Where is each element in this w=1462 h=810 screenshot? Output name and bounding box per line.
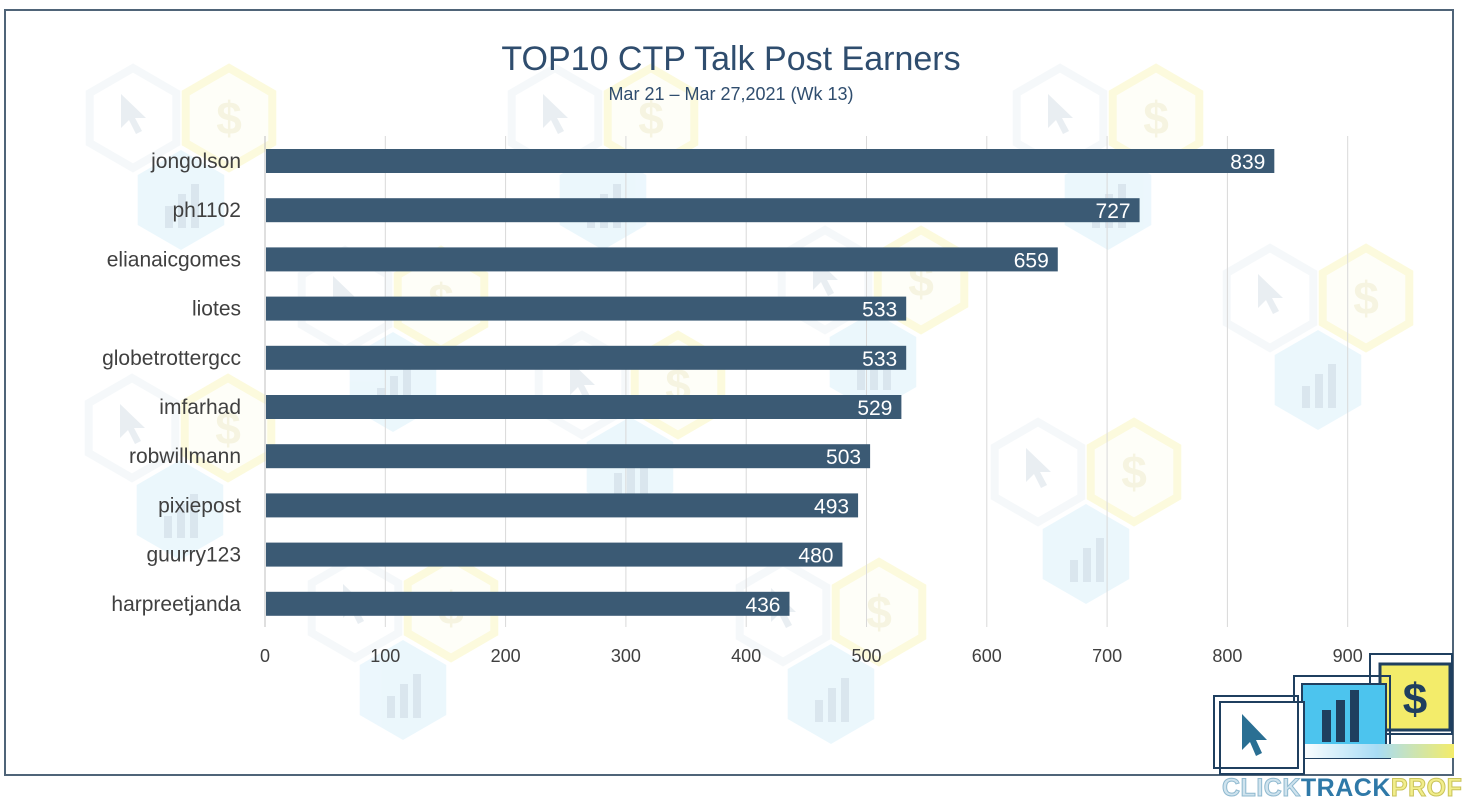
data-label: 727 <box>1096 200 1131 223</box>
data-label: 493 <box>814 495 849 518</box>
x-tick-label: 900 <box>1333 646 1363 666</box>
background-hexagon: $ <box>831 557 927 667</box>
category-label: elianaicgomes <box>107 248 241 271</box>
background-hexagon <box>84 373 180 483</box>
category-label: imfarhad <box>159 396 241 419</box>
background-hexagon: $ <box>180 373 276 483</box>
svg-text:$: $ <box>1143 92 1169 144</box>
x-tick-label: 600 <box>972 646 1002 666</box>
category-label: globetrottergcc <box>102 347 241 370</box>
background-hexagon <box>1222 243 1318 353</box>
category-label: robwillmann <box>129 445 241 468</box>
background-hexagon <box>787 644 875 744</box>
data-label: 533 <box>862 348 897 371</box>
svg-text:$: $ <box>215 402 241 454</box>
x-tick-label: 700 <box>1092 646 1122 666</box>
data-label: 480 <box>798 545 833 568</box>
category-label: pixiepost <box>158 494 241 517</box>
svg-text:$: $ <box>216 92 242 144</box>
background-hexagon <box>137 150 225 250</box>
clicktrackprofit-logo: $ <box>1213 653 1454 775</box>
category-label: jongolson <box>150 150 241 173</box>
svg-text:$: $ <box>1353 272 1379 324</box>
data-label: 659 <box>1014 249 1049 272</box>
svg-text:$: $ <box>1121 446 1147 498</box>
bar <box>266 247 1058 272</box>
background-hexagon: $ <box>1318 243 1414 353</box>
x-tick-label: 0 <box>260 646 270 666</box>
background-hexagon: $ <box>1086 417 1182 527</box>
background-hexagon <box>1274 330 1362 430</box>
svg-text:$: $ <box>638 92 664 144</box>
data-label: 503 <box>826 446 861 469</box>
logo-text-track: TRACK <box>1300 774 1391 802</box>
svg-text:$: $ <box>1403 675 1427 724</box>
data-label: 533 <box>862 299 897 322</box>
x-tick-label: 800 <box>1212 646 1242 666</box>
bar <box>266 149 1275 173</box>
bar <box>266 198 1140 223</box>
x-tick-label: 100 <box>370 646 400 666</box>
category-label: ph1102 <box>172 199 241 222</box>
bar <box>266 493 859 518</box>
x-tick-label: 400 <box>731 646 761 666</box>
logo-wordmark: CLICKTRACKPROFIT <box>1222 774 1462 802</box>
category-label: liotes <box>192 298 241 321</box>
category-label: guurry123 <box>146 544 241 567</box>
bar <box>266 345 907 370</box>
bar <box>266 591 790 616</box>
svg-text:$: $ <box>866 586 892 638</box>
bar <box>266 296 907 321</box>
x-tick-label: 300 <box>611 646 641 666</box>
background-hexagon <box>1042 504 1130 604</box>
data-label: 436 <box>745 594 780 617</box>
bar <box>266 542 843 567</box>
x-tick-label: 500 <box>851 646 881 666</box>
x-tick-label: 200 <box>491 646 521 666</box>
background-hexagon: $ <box>181 63 277 173</box>
chart-title: TOP10 CTP Talk Post Earners <box>501 40 961 78</box>
chart-subtitle: Mar 21 – Mar 27,2021 (Wk 13) <box>608 84 854 104</box>
background-hexagon <box>359 640 447 740</box>
background-hexagon <box>136 460 224 560</box>
chart-frame <box>4 9 1454 776</box>
bar <box>266 395 902 419</box>
bar <box>266 444 871 469</box>
background-hexagon <box>85 63 181 173</box>
data-label: 529 <box>857 397 892 420</box>
logo-text-click: CLICK <box>1222 774 1301 802</box>
category-label: harpreetjanda <box>111 593 241 616</box>
logo-text-profit: PROFIT <box>1390 774 1462 802</box>
background-hexagon <box>990 417 1086 527</box>
data-label: 839 <box>1230 151 1265 174</box>
